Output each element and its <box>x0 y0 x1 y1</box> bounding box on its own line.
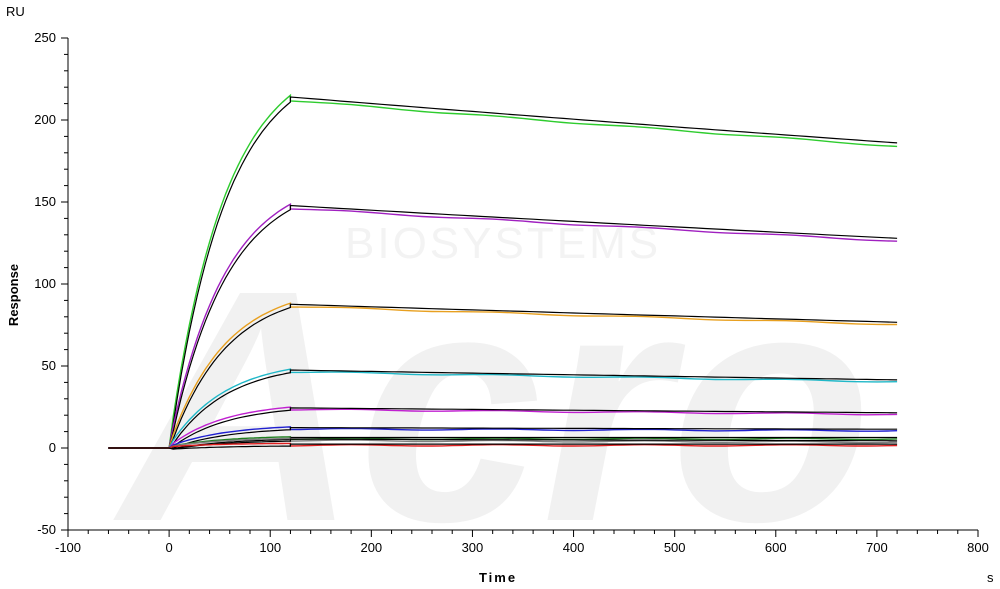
x-tick-label: 400 <box>563 540 585 555</box>
x-tick-label: 200 <box>360 540 382 555</box>
series-9-measured-line <box>108 442 898 449</box>
x-tick-label: 0 <box>165 540 172 555</box>
y-tick-label: 0 <box>49 440 56 455</box>
x-tick-label: 300 <box>462 540 484 555</box>
series-1 <box>108 93 898 449</box>
x-tick-label: 700 <box>866 540 888 555</box>
y-axis-unit: RU <box>6 4 25 19</box>
x-tick-label: 800 <box>967 540 989 555</box>
watermark: Acro BIOSYSTEMS <box>110 219 872 589</box>
watermark-logo: Acro <box>110 221 872 589</box>
series-9 <box>108 442 898 450</box>
series-group <box>108 93 898 450</box>
series-3-measured-line <box>108 302 898 449</box>
x-axis-ticks: -100 0 100 200 300 400 500 600 700 800 <box>55 530 989 555</box>
series-9-fit-line <box>108 443 898 450</box>
y-tick-label: 50 <box>42 358 56 373</box>
series-8 <box>108 437 898 450</box>
series-3-fit-line <box>108 303 898 449</box>
x-axis-unit: s <box>987 570 994 585</box>
series-6-fit-line <box>108 427 898 449</box>
series-4-measured-line <box>108 368 898 449</box>
x-tick-label: 100 <box>259 540 281 555</box>
series-5 <box>108 406 898 449</box>
series-7-fit-line <box>108 436 898 450</box>
series-1-measured-line <box>108 93 898 449</box>
series-8-fit-line <box>108 438 898 450</box>
x-tick-label: 600 <box>765 540 787 555</box>
series-3 <box>108 302 898 449</box>
series-6-measured-line <box>108 426 898 449</box>
series-5-fit-line <box>108 407 898 449</box>
series-6 <box>108 426 898 449</box>
y-tick-label: 250 <box>34 30 56 45</box>
series-8-measured-line <box>108 437 898 449</box>
y-tick-label: 100 <box>34 276 56 291</box>
y-tick-label: 150 <box>34 194 56 209</box>
series-2 <box>108 202 898 449</box>
y-axis-title: Response <box>6 264 21 326</box>
y-tick-label: -50 <box>37 522 56 537</box>
x-axis-title: Time <box>479 570 517 585</box>
series-4 <box>108 368 898 449</box>
series-2-measured-line <box>108 202 898 449</box>
series-5-measured-line <box>108 406 898 449</box>
series-4-fit-line <box>108 369 898 449</box>
series-2-fit-line <box>108 204 898 449</box>
series-1-fit-line <box>108 96 898 449</box>
y-axis-ticks: -50 0 50 100 150 200 250 <box>34 30 68 537</box>
x-tick-label: -100 <box>55 540 81 555</box>
x-tick-label: 500 <box>664 540 686 555</box>
watermark-text: BIOSYSTEMS <box>345 219 661 268</box>
y-tick-label: 200 <box>34 112 56 127</box>
